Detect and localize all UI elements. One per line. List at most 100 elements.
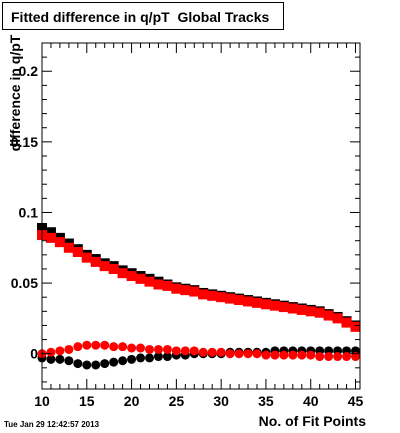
data-point	[162, 344, 172, 354]
y-axis-label: difference in q/pT	[7, 34, 23, 152]
data-point	[171, 346, 181, 356]
data-point	[99, 261, 110, 272]
data-point	[100, 359, 110, 369]
x-tick-label: 40	[303, 393, 319, 409]
data-point	[91, 360, 101, 370]
data-point	[144, 276, 155, 287]
data-point	[162, 352, 172, 362]
data-point	[234, 295, 245, 306]
title-box: Fitted difference in q/pT Global Tracks	[2, 2, 284, 30]
data-point	[64, 344, 74, 354]
data-point	[118, 356, 128, 366]
data-point	[127, 343, 137, 353]
data-point	[260, 299, 271, 310]
data-point	[55, 354, 65, 364]
data-point	[243, 349, 253, 359]
data-point	[306, 350, 316, 360]
data-point	[251, 297, 262, 308]
data-point	[350, 321, 361, 332]
data-point	[73, 342, 83, 352]
plot-frame	[41, 42, 361, 390]
data-point	[45, 232, 56, 243]
x-axis-label: No. of Fit Points	[258, 413, 366, 429]
data-point	[189, 346, 199, 356]
data-point	[297, 350, 307, 360]
data-point	[153, 279, 164, 290]
data-point	[118, 342, 128, 352]
data-point	[279, 350, 289, 360]
y-axis-ticks: 0 0.05 0.1 0.15 0.2	[11, 56, 360, 383]
y-tick-label: 0.05	[11, 275, 38, 291]
data-point	[296, 304, 307, 315]
x-tick-label: 20	[124, 393, 140, 409]
data-point	[153, 352, 163, 362]
data-point	[46, 347, 56, 357]
data-point	[82, 360, 92, 370]
data-point	[55, 346, 65, 356]
data-point	[323, 310, 334, 321]
data-point	[117, 268, 128, 279]
data-point	[351, 352, 361, 362]
data-point	[144, 344, 154, 354]
data-point	[136, 353, 146, 363]
data-point	[126, 271, 137, 282]
data-point	[261, 350, 271, 360]
data-point	[234, 349, 244, 359]
series-3	[37, 340, 361, 362]
data-point	[109, 342, 119, 352]
data-point	[180, 285, 191, 296]
data-point	[127, 354, 137, 364]
x-tick-label: 10	[34, 393, 50, 409]
y-tick-label: 0.2	[19, 63, 39, 79]
data-point	[108, 263, 119, 274]
data-point	[225, 293, 236, 304]
data-point	[333, 352, 343, 362]
data-point	[162, 280, 173, 291]
data-point	[189, 286, 200, 297]
y-tick-label: 0	[30, 346, 38, 362]
data-markers	[37, 223, 361, 370]
data-point	[207, 290, 218, 301]
data-point	[109, 357, 119, 367]
data-point	[91, 340, 101, 350]
data-point	[153, 344, 163, 354]
data-point	[225, 349, 235, 359]
data-point	[82, 340, 92, 350]
chart-title: Fitted difference in q/pT Global Tracks	[11, 9, 270, 25]
data-point	[64, 356, 74, 366]
data-point	[216, 292, 227, 303]
x-tick-label: 45	[348, 393, 364, 409]
data-point	[198, 347, 208, 357]
data-point	[135, 273, 146, 284]
x-tick-label: 25	[169, 393, 185, 409]
data-point	[332, 313, 343, 324]
data-point	[180, 346, 190, 356]
data-point	[90, 256, 101, 267]
x-tick-label: 35	[258, 393, 274, 409]
data-point	[198, 289, 209, 300]
data-point	[81, 252, 92, 263]
data-point	[287, 303, 298, 314]
data-point	[278, 302, 289, 313]
data-point	[207, 347, 217, 357]
data-point	[269, 300, 280, 311]
data-point	[144, 353, 154, 363]
data-point	[63, 242, 74, 253]
data-point	[136, 343, 146, 353]
x-tick-label: 30	[213, 393, 229, 409]
data-point	[324, 352, 334, 362]
data-point	[100, 340, 110, 350]
data-point	[270, 350, 280, 360]
data-point	[252, 349, 262, 359]
data-point	[305, 306, 316, 317]
timestamp: Tue Jan 29 12:42:57 2013	[4, 420, 100, 429]
data-point	[72, 247, 83, 258]
data-point	[314, 307, 325, 318]
data-point	[342, 352, 352, 362]
data-point	[46, 354, 56, 364]
x-tick-label: 15	[79, 393, 95, 409]
data-point	[54, 237, 65, 248]
data-point	[73, 359, 83, 369]
data-point	[45, 227, 56, 238]
